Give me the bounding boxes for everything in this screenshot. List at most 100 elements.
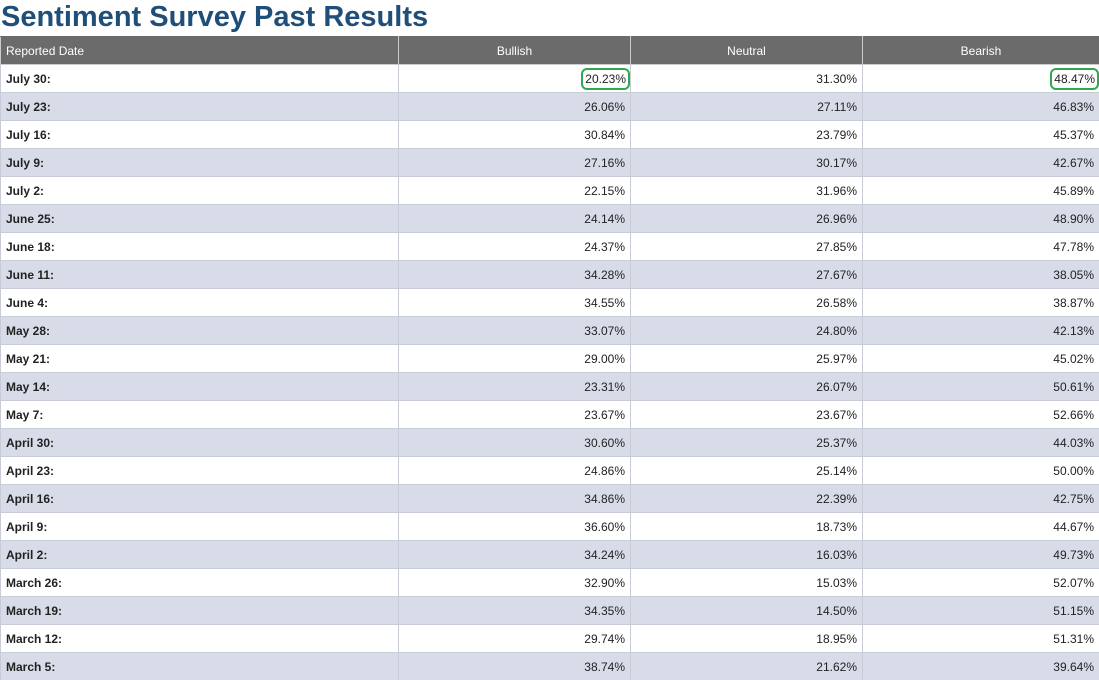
- bearish-cell: 38.87%: [862, 288, 1099, 317]
- neutral-cell: 26.58%: [630, 288, 863, 317]
- table-row: May 14: 23.31% 26.07% 50.61%: [0, 372, 1099, 401]
- bullish-cell: 36.60%: [398, 512, 631, 541]
- date-cell: May 7:: [0, 400, 399, 429]
- bullish-cell: 29.74%: [398, 624, 631, 653]
- bearish-cell: 42.13%: [862, 316, 1099, 345]
- date-cell: March 19:: [0, 596, 399, 625]
- bearish-cell: 46.83%: [862, 92, 1099, 121]
- neutral-cell: 23.79%: [630, 120, 863, 149]
- bullish-cell: 34.24%: [398, 540, 631, 569]
- date-cell: May 14:: [0, 372, 399, 401]
- date-cell: March 12:: [0, 624, 399, 653]
- table-row: June 4: 34.55% 26.58% 38.87%: [0, 288, 1099, 317]
- bearish-cell: 49.73%: [862, 540, 1099, 569]
- highlighted-value: 20.23%: [581, 67, 630, 90]
- bearish-cell: 45.02%: [862, 344, 1099, 373]
- date-cell: July 2:: [0, 176, 399, 205]
- neutral-cell: 27.11%: [630, 92, 863, 121]
- bullish-cell: 29.00%: [398, 344, 631, 373]
- neutral-cell: 25.37%: [630, 428, 863, 457]
- bullish-cell: 23.31%: [398, 372, 631, 401]
- bullish-cell: 34.35%: [398, 596, 631, 625]
- table-row: March 19: 34.35% 14.50% 51.15%: [0, 596, 1099, 625]
- neutral-cell: 25.97%: [630, 344, 863, 373]
- neutral-cell: 14.50%: [630, 596, 863, 625]
- bearish-cell: 39.64%: [862, 652, 1099, 680]
- bullish-cell: 32.90%: [398, 568, 631, 597]
- date-cell: July 9:: [0, 148, 399, 177]
- bearish-cell: 47.78%: [862, 232, 1099, 261]
- table-row: July 23: 26.06% 27.11% 46.83%: [0, 92, 1099, 121]
- bullish-cell: 23.67%: [398, 400, 631, 429]
- bearish-cell: 38.05%: [862, 260, 1099, 289]
- bearish-cell: 44.03%: [862, 428, 1099, 457]
- neutral-cell: 27.67%: [630, 260, 863, 289]
- table-row: June 25: 24.14% 26.96% 48.90%: [0, 204, 1099, 233]
- neutral-cell: 16.03%: [630, 540, 863, 569]
- date-cell: June 11:: [0, 260, 399, 289]
- bearish-cell: 42.67%: [862, 148, 1099, 177]
- table-header-row: Reported Date Bullish Neutral Bearish: [0, 36, 1099, 65]
- header-bearish[interactable]: Bearish: [862, 36, 1099, 65]
- date-cell: April 9:: [0, 512, 399, 541]
- table-row: May 28: 33.07% 24.80% 42.13%: [0, 316, 1099, 345]
- bullish-cell: 30.84%: [398, 120, 631, 149]
- date-cell: May 21:: [0, 344, 399, 373]
- bullish-cell: 24.86%: [398, 456, 631, 485]
- bullish-cell: 38.74%: [398, 652, 631, 680]
- header-neutral[interactable]: Neutral: [630, 36, 863, 65]
- date-cell: May 28:: [0, 316, 399, 345]
- table-row: May 7: 23.67% 23.67% 52.66%: [0, 400, 1099, 429]
- neutral-cell: 25.14%: [630, 456, 863, 485]
- table-row: June 18: 24.37% 27.85% 47.78%: [0, 232, 1099, 261]
- neutral-cell: 18.95%: [630, 624, 863, 653]
- bearish-cell: 50.61%: [862, 372, 1099, 401]
- date-cell: April 16:: [0, 484, 399, 513]
- neutral-cell: 21.62%: [630, 652, 863, 680]
- table-row: July 16: 30.84% 23.79% 45.37%: [0, 120, 1099, 149]
- date-cell: April 23:: [0, 456, 399, 485]
- neutral-cell: 18.73%: [630, 512, 863, 541]
- header-bullish[interactable]: Bullish: [398, 36, 631, 65]
- table-row: May 21: 29.00% 25.97% 45.02%: [0, 344, 1099, 373]
- bullish-cell: 33.07%: [398, 316, 631, 345]
- bearish-cell: 42.75%: [862, 484, 1099, 513]
- date-cell: July 16:: [0, 120, 399, 149]
- bullish-cell: 26.06%: [398, 92, 631, 121]
- neutral-cell: 23.67%: [630, 400, 863, 429]
- bearish-cell: 52.07%: [862, 568, 1099, 597]
- bullish-cell: 34.55%: [398, 288, 631, 317]
- neutral-cell: 15.03%: [630, 568, 863, 597]
- table-row: March 26: 32.90% 15.03% 52.07%: [0, 568, 1099, 597]
- bullish-cell: 24.37%: [398, 232, 631, 261]
- neutral-cell: 26.07%: [630, 372, 863, 401]
- bullish-cell: 24.14%: [398, 204, 631, 233]
- bullish-cell: 27.16%: [398, 148, 631, 177]
- neutral-cell: 31.96%: [630, 176, 863, 205]
- neutral-cell: 27.85%: [630, 232, 863, 261]
- date-cell: April 2:: [0, 540, 399, 569]
- highlighted-value: 48.47%: [1050, 67, 1099, 90]
- bullish-cell: 30.60%: [398, 428, 631, 457]
- bearish-cell: 48.47%: [862, 64, 1099, 93]
- table-row: March 12: 29.74% 18.95% 51.31%: [0, 624, 1099, 653]
- table-row: April 23: 24.86% 25.14% 50.00%: [0, 456, 1099, 485]
- table-row: July 9: 27.16% 30.17% 42.67%: [0, 148, 1099, 177]
- bearish-cell: 44.67%: [862, 512, 1099, 541]
- table-row: April 30: 30.60% 25.37% 44.03%: [0, 428, 1099, 457]
- header-reported-date[interactable]: Reported Date: [0, 36, 399, 65]
- bearish-cell: 45.89%: [862, 176, 1099, 205]
- table-body: July 30: 20.23% 31.30% 48.47% July 23: 26.06%…: [0, 64, 1099, 680]
- page-title: Sentiment Survey Past Results: [1, 1, 429, 33]
- bullish-cell: 34.28%: [398, 260, 631, 289]
- bearish-cell: 51.15%: [862, 596, 1099, 625]
- bearish-cell: 52.66%: [862, 400, 1099, 429]
- sentiment-results-table: Reported Date Bullish Neutral Bearish Ju…: [0, 36, 1099, 680]
- table-row: April 2: 34.24% 16.03% 49.73%: [0, 540, 1099, 569]
- bullish-cell: 20.23%: [398, 64, 631, 93]
- table-row: July 30: 20.23% 31.30% 48.47%: [0, 64, 1099, 93]
- table-row: April 16: 34.86% 22.39% 42.75%: [0, 484, 1099, 513]
- bearish-cell: 48.90%: [862, 204, 1099, 233]
- table-row: June 11: 34.28% 27.67% 38.05%: [0, 260, 1099, 289]
- date-cell: June 18:: [0, 232, 399, 261]
